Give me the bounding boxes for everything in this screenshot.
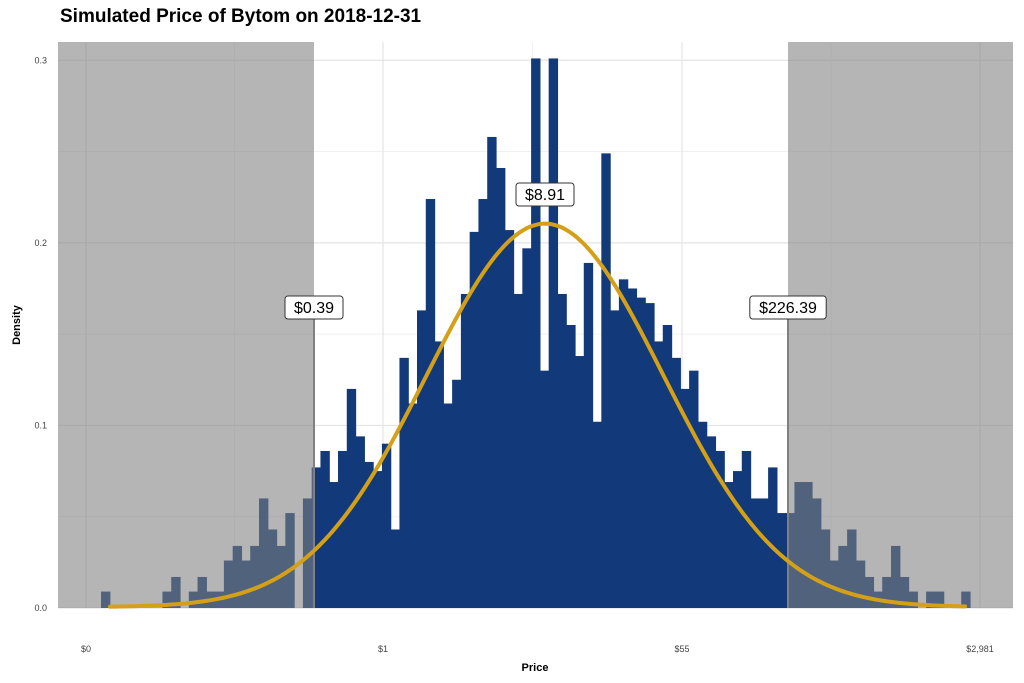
annotation-text: $0.39	[294, 300, 334, 317]
histogram-bar	[750, 498, 760, 608]
annotation-box	[284, 295, 344, 320]
histogram-bar	[443, 403, 453, 608]
annotation-text: $8.91	[525, 187, 565, 204]
histogram-bar	[513, 293, 523, 608]
chart-title: Simulated Price of Bytom on 2018-12-31	[60, 6, 422, 27]
annotation-box	[515, 182, 575, 207]
histogram-bar	[776, 513, 787, 608]
histogram-bar	[504, 230, 515, 608]
histogram-bar	[399, 357, 409, 608]
y-axis-title: Density	[11, 304, 23, 345]
x-axis-title: Price	[522, 662, 549, 674]
y-tick-label: 0.0	[34, 603, 47, 613]
histogram-bar	[645, 303, 655, 608]
annotation-label: $226.39	[749, 295, 827, 320]
histogram-bar	[355, 436, 365, 608]
annotation-text: $226.39	[759, 300, 817, 317]
y-tick-label: 0.2	[34, 238, 47, 248]
histogram-bar	[522, 248, 532, 608]
histogram-bar	[434, 341, 444, 608]
histogram-bar	[548, 58, 559, 609]
fitted-density-curve	[108, 221, 967, 609]
histogram-bar	[575, 356, 585, 608]
histogram-bar	[768, 467, 778, 608]
histogram-bar	[469, 231, 480, 608]
x-tick-label: $0	[81, 644, 91, 654]
histogram-bar	[662, 325, 673, 608]
annotation-label: $0.39	[284, 295, 344, 320]
y-tick-label: 0.3	[34, 55, 47, 65]
y-tick-label: 0.1	[34, 420, 47, 430]
histogram-bar	[610, 310, 620, 608]
histogram-bar	[566, 325, 576, 608]
annotation-label: $8.91	[515, 182, 575, 207]
histogram-bar	[557, 293, 567, 608]
histogram-bar	[539, 370, 550, 608]
histogram-bar	[706, 436, 717, 608]
annotation-box	[749, 295, 827, 320]
histogram-bar	[715, 450, 725, 608]
histogram-bar	[601, 153, 611, 608]
histogram-bar	[373, 471, 383, 608]
histogram-bar	[654, 341, 664, 608]
histogram-bar	[320, 450, 330, 608]
histogram-bar	[364, 461, 374, 608]
histogram-bar	[583, 262, 594, 608]
histogram-bar	[338, 450, 348, 608]
histogram-bar	[425, 199, 436, 608]
histogram-bar	[417, 310, 427, 608]
histogram-bar	[733, 471, 743, 608]
histogram-bar	[680, 388, 690, 608]
histogram-bar	[759, 498, 769, 608]
shaded-region-low	[58, 42, 314, 608]
histogram-bar	[478, 199, 488, 608]
histogram-bar	[627, 288, 638, 608]
histogram-bar	[496, 167, 506, 609]
histogram-bar	[724, 482, 734, 608]
x-tick-label: $2,981	[966, 644, 994, 654]
histogram-bar	[487, 136, 497, 608]
histogram-bar	[381, 443, 392, 608]
histogram-bar	[346, 388, 357, 608]
histogram-bar	[452, 379, 462, 608]
shaded-region-high	[788, 42, 1013, 608]
histogram-bar	[636, 297, 646, 608]
x-tick-label: $55	[674, 644, 689, 654]
histogram-bar	[671, 357, 681, 608]
x-tick-label: $1	[378, 644, 388, 654]
histogram-bar	[531, 58, 541, 609]
histogram-bar	[329, 482, 339, 608]
histogram-bar	[460, 293, 471, 608]
histogram-bar	[697, 421, 708, 608]
histogram-bar	[408, 403, 418, 608]
histogram-bar	[592, 421, 602, 608]
histogram-bar	[390, 529, 401, 608]
histogram-bar	[618, 279, 629, 608]
histogram-bar	[311, 467, 322, 608]
histogram-bar	[689, 370, 699, 608]
histogram-bar	[741, 450, 752, 608]
